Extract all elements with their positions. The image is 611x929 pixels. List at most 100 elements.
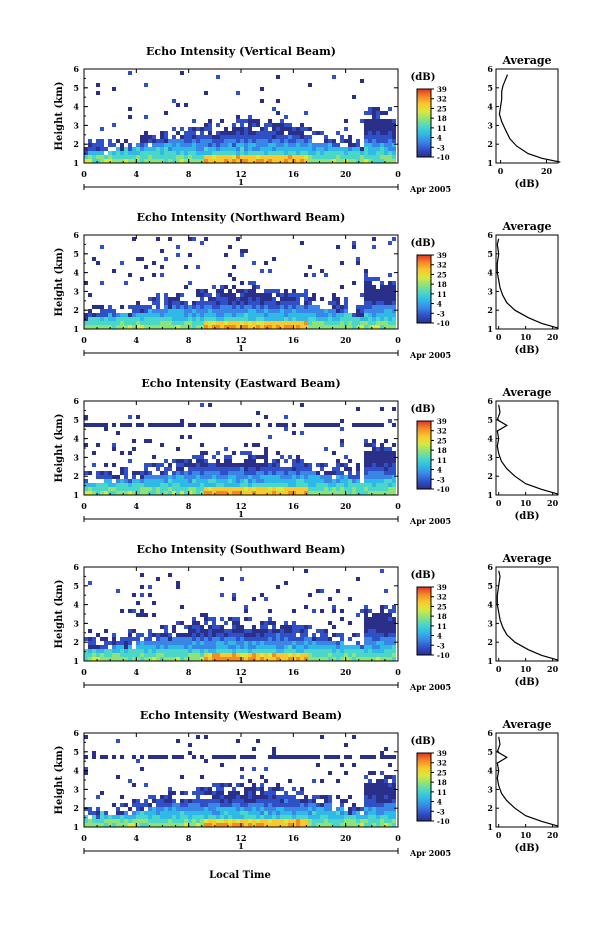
heatmap-cell <box>128 819 132 823</box>
heatmap-cell <box>384 787 388 791</box>
heatmap-cell <box>380 819 384 823</box>
heatmap-cell <box>264 143 268 147</box>
heatmap-cell <box>232 483 236 487</box>
heatmap-cell <box>300 815 304 819</box>
heatmap-cell <box>172 807 176 811</box>
heatmap-cell <box>240 119 244 123</box>
heatmap-cell <box>264 325 268 329</box>
heatmap-cell <box>196 467 200 471</box>
heatmap-cell <box>280 823 284 827</box>
heatmap-cell <box>264 293 268 297</box>
heatmap-cell <box>384 439 388 443</box>
heatmap-cell <box>196 309 200 313</box>
heatmap-cell <box>376 317 380 321</box>
heatmap-cell <box>200 139 204 143</box>
heatmap-cell <box>140 483 144 487</box>
heatmap-cell <box>224 159 228 163</box>
heatmap-cell <box>220 795 224 799</box>
heatmap-cell <box>216 471 220 475</box>
heatmap-cell <box>352 143 356 147</box>
heatmap-cell <box>96 823 100 827</box>
heatmap-cell <box>336 779 340 783</box>
heatmap-cell <box>380 111 384 115</box>
heatmap-cell <box>212 471 216 475</box>
heatmap-cell <box>372 297 376 301</box>
heatmap-cell <box>92 155 96 159</box>
heatmap-cell <box>236 803 240 807</box>
heatmap-cell <box>100 317 104 321</box>
heatmap-cell <box>168 491 172 495</box>
heatmap-cell <box>392 629 396 633</box>
profile-title: Average <box>501 54 551 67</box>
heatmap-cell <box>140 653 144 657</box>
heatmap-cell <box>240 301 244 305</box>
heatmap-cell <box>280 305 284 309</box>
heatmap-cell <box>120 803 124 807</box>
heatmap-cell <box>140 257 144 261</box>
heatmap-cell <box>260 641 264 645</box>
heatmap-cell <box>216 803 220 807</box>
heatmap-cell <box>260 633 264 637</box>
heatmap-cell <box>256 317 260 321</box>
heatmap-cell <box>356 321 360 325</box>
heatmap-cell <box>92 819 96 823</box>
heatmap-cell <box>344 119 348 123</box>
heatmap-cell <box>220 819 224 823</box>
heatmap-cell <box>388 763 392 767</box>
heatmap-cell <box>152 135 156 139</box>
heatmap-cell <box>284 819 288 823</box>
heatmap-cell <box>284 649 288 653</box>
heatmap-cell <box>92 645 96 649</box>
x-tick-label: 20 <box>340 667 352 677</box>
heatmap-cell <box>308 155 312 159</box>
heatmap-cell <box>156 467 160 471</box>
heatmap-cell <box>180 325 184 329</box>
heatmap-cell <box>360 159 364 163</box>
heatmap-cell <box>372 155 376 159</box>
heatmap-cell <box>272 625 276 629</box>
heatmap-cell <box>388 815 392 819</box>
heatmap-cell <box>200 487 204 491</box>
heatmap-cell <box>248 755 252 759</box>
heatmap-cell <box>388 127 392 131</box>
heatmap-cell <box>116 325 120 329</box>
heatmap-cell <box>200 819 204 823</box>
heatmap-cell <box>312 799 316 803</box>
heatmap-cell <box>84 415 88 419</box>
heatmap-cell <box>248 115 252 119</box>
heatmap-cell <box>368 487 372 491</box>
heatmap-cell <box>112 321 116 325</box>
heatmap-cell <box>104 423 108 427</box>
heatmap-cell <box>84 155 88 159</box>
heatmap-cell <box>216 123 220 127</box>
heatmap-cell <box>244 289 248 293</box>
heatmap-cell <box>332 301 336 305</box>
heatmap-cell <box>280 645 284 649</box>
heatmap-cell <box>276 135 280 139</box>
heatmap-cell <box>184 479 188 483</box>
heatmap-cell <box>164 649 168 653</box>
heatmap-cell <box>156 475 160 479</box>
heatmap-cell <box>312 147 316 151</box>
heatmap-cell <box>320 819 324 823</box>
heatmap-cell <box>140 305 144 309</box>
heatmap-cell <box>128 143 132 147</box>
heatmap-cell <box>268 491 272 495</box>
heatmap-cell <box>372 483 376 487</box>
heatmap-cell <box>332 139 336 143</box>
heatmap-cell <box>376 135 380 139</box>
heatmap-cell <box>268 155 272 159</box>
heatmap-cell <box>196 633 200 637</box>
heatmap-cell <box>284 621 288 625</box>
heatmap-cell <box>268 471 272 475</box>
heatmap-cell <box>316 471 320 475</box>
heatmap-cell <box>224 321 228 325</box>
heatmap-cell <box>276 313 280 317</box>
heatmap-cell <box>92 159 96 163</box>
heatmap-cell <box>252 483 256 487</box>
heatmap-cell <box>244 119 248 123</box>
heatmap-cell <box>304 815 308 819</box>
heatmap-cell <box>364 119 368 123</box>
heatmap-cell <box>324 645 328 649</box>
heatmap-cell <box>284 807 288 811</box>
